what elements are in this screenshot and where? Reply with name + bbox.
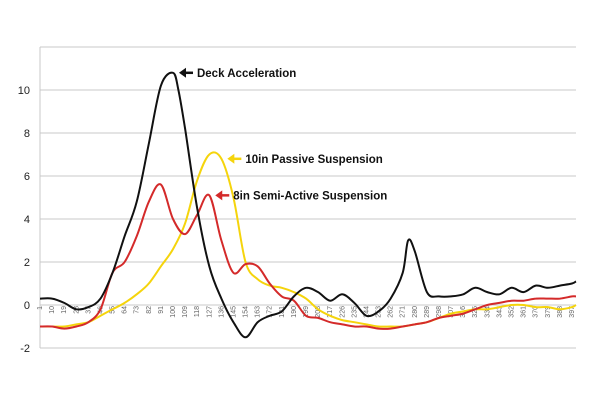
annotation-label: 8in Semi-Active Suspension	[233, 190, 387, 202]
x-tick-label: 91	[158, 306, 165, 314]
x-tick-label: 100	[170, 306, 177, 318]
x-tick-label: 172	[267, 306, 274, 318]
annotations: Deck Acceleration 10in Passive Suspension…	[178, 67, 387, 202]
x-tick-label: 154	[243, 306, 250, 318]
series-line-8in-semi-active-suspension	[39, 183, 577, 330]
x-tick-label: 127	[206, 306, 213, 318]
x-tick-label: 334	[484, 306, 491, 318]
x-tick-label: 244	[363, 306, 370, 318]
x-tick-label: 352	[509, 306, 516, 318]
x-tick-label: 370	[533, 306, 540, 318]
x-tick-label: 73	[134, 306, 141, 314]
x-tick-label: 1	[37, 306, 44, 310]
y-tick-label: 8	[24, 128, 30, 140]
x-tick-label: 145	[230, 306, 237, 318]
x-tick-label: 109	[182, 306, 189, 318]
x-tick-label: 82	[146, 306, 153, 314]
x-tick-label: 307	[448, 306, 455, 318]
y-tick-label: 2	[24, 257, 30, 269]
x-tick-label: 235	[351, 306, 358, 318]
y-tick-label: 10	[18, 85, 30, 97]
x-tick-label: 343	[496, 306, 503, 318]
x-tick-label: 217	[327, 306, 334, 318]
x-tick-label: 118	[194, 306, 201, 317]
x-tick-label: 64	[122, 306, 129, 314]
x-tick-label: 10	[49, 306, 56, 314]
annotation-label: Deck Acceleration	[197, 68, 296, 80]
x-tick-label: 136	[218, 306, 225, 318]
x-tick-label: 163	[255, 306, 262, 318]
y-tick-label: 0	[24, 300, 30, 312]
y-axis-ticks: -2 0 2 4 6 8 10	[18, 85, 30, 355]
x-tick-label: 298	[436, 306, 443, 318]
x-tick-label: 379	[545, 306, 552, 318]
gridlines	[39, 46, 576, 349]
x-tick-label: 226	[339, 306, 346, 318]
x-tick-label: 325	[472, 306, 479, 318]
x-tick-label: 262	[388, 306, 395, 318]
x-tick-label: 271	[400, 306, 407, 318]
x-tick-label: 199	[303, 306, 310, 318]
series-line-deck-acceleration	[39, 71, 577, 339]
x-tick-label: 37	[85, 306, 92, 314]
x-tick-label: 289	[424, 306, 431, 318]
annotation-arrow-icon	[215, 190, 223, 201]
y-tick-label: 4	[24, 214, 30, 226]
series-lines	[39, 71, 577, 339]
annotation-label: 10in Passive Suspension	[245, 154, 382, 166]
annotation-arrow-icon	[227, 153, 235, 164]
x-tick-label: 397	[569, 306, 576, 318]
y-tick-label: -2	[20, 343, 30, 355]
x-tick-label: 190	[291, 306, 298, 318]
series-line-10in-passive-suspension	[40, 151, 577, 328]
x-tick-label: 388	[557, 306, 564, 318]
x-tick-label: 208	[315, 306, 322, 318]
annotation-arrow-icon	[178, 67, 186, 78]
x-tick-label: 361	[521, 306, 528, 318]
x-tick-label: 280	[412, 306, 419, 318]
y-tick-label: 6	[24, 171, 30, 183]
x-tick-label: 19	[61, 306, 68, 314]
